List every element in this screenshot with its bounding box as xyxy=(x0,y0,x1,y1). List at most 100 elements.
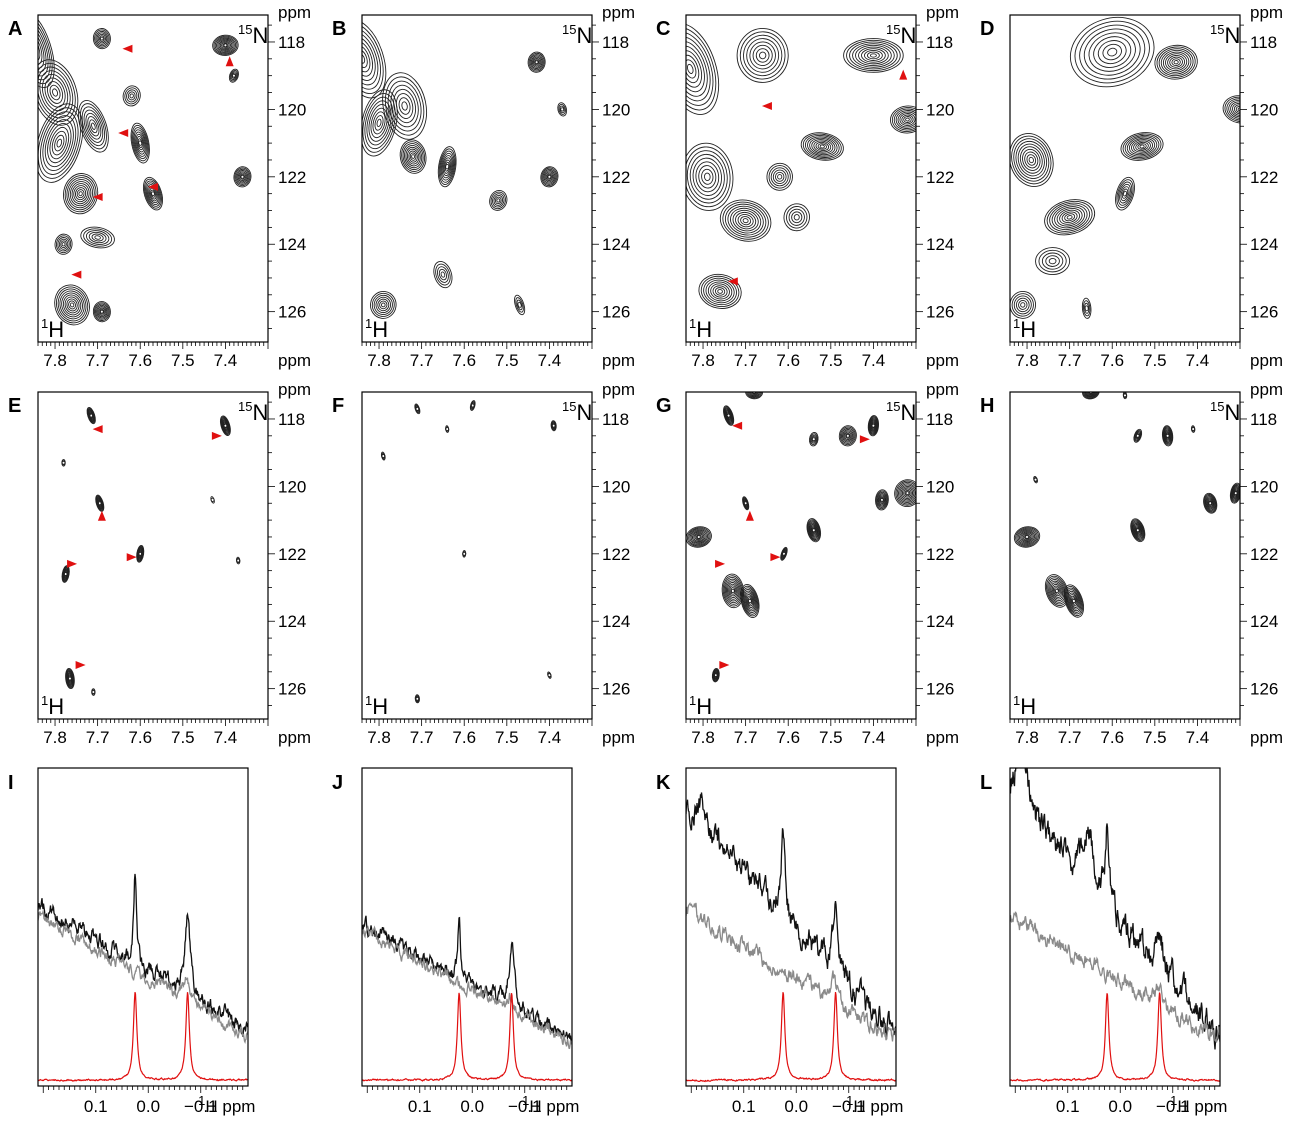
contour-peak xyxy=(77,99,109,153)
contour-peak xyxy=(1190,425,1196,433)
contour-line xyxy=(766,162,793,191)
contour-line xyxy=(68,179,94,209)
x-tick-label: 7.8 xyxy=(43,351,67,370)
contour-line xyxy=(804,135,840,158)
contour-line xyxy=(218,39,233,51)
contour-line xyxy=(97,33,106,44)
contour-line xyxy=(899,484,916,502)
spectrum-line xyxy=(362,925,572,1050)
spectrum-line xyxy=(38,909,248,1044)
contour-line xyxy=(1054,587,1060,595)
contour-line xyxy=(91,688,96,696)
contour-line xyxy=(1102,43,1122,61)
y-tick-label: 126 xyxy=(278,303,306,322)
contour-line xyxy=(905,491,910,496)
contour-line xyxy=(838,425,857,447)
contour-line xyxy=(236,170,249,184)
contour-line xyxy=(496,198,501,203)
contour-peak xyxy=(414,694,420,704)
contour-line xyxy=(61,292,83,318)
contour-line xyxy=(38,107,81,179)
contour-line xyxy=(1229,482,1240,504)
x-tick-label: 0.0 xyxy=(784,1097,808,1116)
contour-line xyxy=(235,168,250,185)
contour-line xyxy=(809,137,836,156)
contour-line xyxy=(696,535,701,539)
contour-peak xyxy=(780,546,788,561)
x-tick-label: 7.6 xyxy=(776,351,800,370)
contour-peak xyxy=(550,420,557,432)
contour-line xyxy=(1033,475,1038,484)
contour-line xyxy=(742,587,758,615)
contour-line xyxy=(1049,202,1091,232)
contour-line xyxy=(435,263,451,286)
contour-line xyxy=(725,580,740,602)
panel-E: 7.8 7.7 7.6 7.5 7.4 ppm 118 120 122 124 126 ppm E 1H 1… xyxy=(8,380,311,747)
contour-peak xyxy=(61,565,70,583)
contour-peak xyxy=(809,432,819,447)
contour-line xyxy=(1128,137,1156,156)
contour-line xyxy=(544,171,555,183)
contour-line xyxy=(1203,493,1217,513)
contour-line xyxy=(85,230,110,245)
contour-line xyxy=(1063,584,1085,618)
spectrum-line xyxy=(686,792,896,1040)
contour-line xyxy=(1049,580,1065,602)
x-axis-unit: ppm xyxy=(602,728,635,747)
contour-line xyxy=(38,15,55,88)
contour-line xyxy=(1130,518,1146,543)
x-tick-label: 0.0 xyxy=(460,1097,484,1116)
contour-line xyxy=(858,46,889,65)
contour-line xyxy=(903,116,912,123)
x-tick-label: 7.6 xyxy=(452,728,476,747)
contour-line xyxy=(809,433,818,446)
contour-line xyxy=(92,301,111,323)
contour-peak xyxy=(1044,574,1069,608)
contour-line xyxy=(895,110,916,129)
x-tick-label: 7.5 xyxy=(171,728,195,747)
contour-line xyxy=(1230,483,1240,503)
contour-line xyxy=(237,171,248,183)
contour-line xyxy=(469,400,476,411)
contour-line xyxy=(800,132,844,161)
contour-line xyxy=(875,490,888,510)
contour-line xyxy=(529,54,544,71)
x-tick-label: 0.1 xyxy=(84,1097,108,1116)
y-tick-label: 126 xyxy=(1250,680,1278,699)
contour-line xyxy=(515,297,524,313)
contour-line xyxy=(1082,300,1091,317)
contour-line xyxy=(893,108,916,131)
contour-line xyxy=(901,487,914,499)
contour-line xyxy=(68,300,77,310)
x-tick-label: 7.7 xyxy=(734,351,758,370)
contour-line xyxy=(550,420,557,432)
contour-line xyxy=(1044,574,1069,608)
contour-peak xyxy=(547,671,552,679)
contour-line xyxy=(134,131,146,155)
n-axis-nucleus: 15N xyxy=(562,22,592,48)
panel-letter: B xyxy=(332,18,346,40)
contour-line xyxy=(517,302,522,308)
contour-line xyxy=(64,296,80,314)
contour-line xyxy=(559,105,565,114)
y-tick-label: 124 xyxy=(278,612,306,631)
contour-line xyxy=(364,96,394,150)
peak-arrow xyxy=(761,102,772,111)
contour-line xyxy=(1162,426,1173,446)
contour-line xyxy=(1122,190,1128,197)
contour-line xyxy=(1024,151,1039,169)
contour-line xyxy=(1173,60,1179,65)
contour-line xyxy=(240,174,245,179)
contour-line xyxy=(1079,24,1146,80)
spectrum-line xyxy=(38,992,248,1082)
contour-peak xyxy=(445,425,450,433)
contour-line xyxy=(846,39,901,72)
contour-line xyxy=(1203,492,1218,514)
peak-arrow xyxy=(92,425,103,434)
contour-line xyxy=(1131,139,1154,154)
contour-line xyxy=(1082,392,1100,400)
x-tick-label: 7.4 xyxy=(1186,728,1210,747)
contour-line xyxy=(904,489,911,497)
contour-line xyxy=(896,481,916,505)
contour-line xyxy=(126,89,138,103)
